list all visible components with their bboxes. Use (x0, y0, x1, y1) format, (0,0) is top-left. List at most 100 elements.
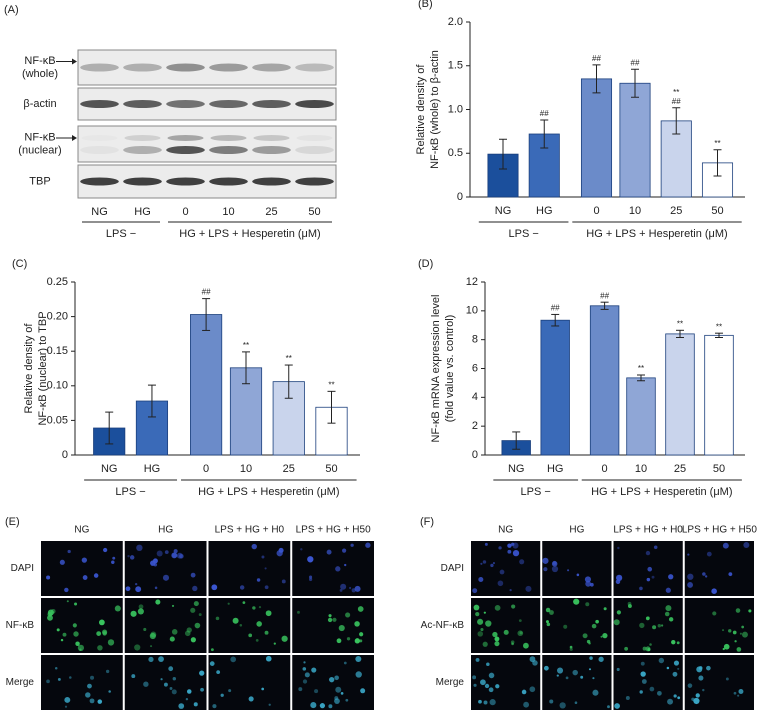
cell (542, 557, 549, 564)
significance-mark: ** (677, 319, 683, 328)
cell (722, 542, 729, 549)
cell (687, 683, 693, 688)
group-label: LPS − (521, 486, 551, 498)
micrograph (542, 541, 612, 596)
cell (687, 553, 690, 556)
cell (511, 604, 516, 609)
cell (595, 619, 599, 624)
cell (349, 586, 352, 590)
blot-band (209, 146, 248, 154)
y-tick-label: 2 (472, 420, 478, 432)
cell (242, 601, 246, 605)
cell (702, 572, 706, 576)
cell (355, 655, 362, 663)
y-tick-label: 2.0 (448, 16, 463, 28)
x-tick-label: 10 (629, 205, 641, 217)
cell (472, 588, 478, 594)
cell (653, 545, 658, 550)
x-tick-label: HG (547, 463, 564, 475)
cell (90, 675, 95, 680)
cell (523, 701, 530, 708)
cell (475, 612, 480, 617)
x-tick-label: 10 (635, 463, 647, 475)
cell (641, 679, 647, 684)
cell (60, 638, 64, 642)
micrograph (684, 541, 754, 596)
cell (646, 577, 651, 582)
micrograph (208, 541, 291, 596)
cell (543, 665, 549, 671)
cell (736, 647, 742, 652)
cell (580, 675, 584, 679)
cell (264, 567, 267, 570)
cell (169, 687, 173, 690)
x-tick-label: 50 (713, 463, 725, 475)
cell (738, 689, 744, 695)
cell (268, 703, 271, 706)
cell (706, 665, 711, 671)
cell (473, 683, 477, 687)
cell (559, 702, 566, 709)
cell (264, 630, 269, 635)
cell (696, 666, 703, 673)
cell (107, 639, 115, 646)
cell (478, 576, 484, 582)
cell (652, 625, 657, 630)
y-tick-label: 0 (472, 449, 478, 461)
cell (589, 656, 593, 660)
cell (733, 691, 737, 695)
cell (209, 661, 215, 666)
cell (343, 661, 347, 665)
cell (625, 696, 630, 700)
cell (569, 645, 573, 649)
cell (158, 656, 164, 663)
cell (138, 604, 144, 610)
blot-band (252, 146, 291, 154)
cell (741, 625, 745, 629)
cell (484, 683, 490, 689)
cell (732, 630, 737, 635)
group-label: LPS − (115, 486, 145, 498)
cell (657, 690, 662, 696)
cell (57, 677, 61, 681)
y-tick-label: 10 (466, 305, 478, 317)
cell (668, 617, 674, 622)
cell (664, 611, 670, 617)
cell (482, 560, 487, 564)
cell (252, 606, 256, 610)
row-label: DAPI (441, 563, 464, 574)
blot-row-label: NF-κB (24, 131, 55, 143)
cell (497, 580, 504, 587)
cell (69, 676, 72, 679)
y-tick-label: 0.10 (47, 380, 68, 392)
cell (87, 683, 92, 689)
cell (704, 575, 708, 578)
cell (169, 636, 175, 642)
cell (485, 620, 492, 627)
cell (573, 598, 580, 605)
cell (657, 624, 662, 628)
blot-strip (77, 87, 337, 121)
cell (677, 667, 680, 670)
blot-band (295, 63, 334, 72)
cell (160, 678, 163, 681)
blot-band (296, 135, 333, 141)
cell (529, 656, 536, 663)
cell (592, 677, 595, 680)
row-label: Merge (436, 677, 465, 688)
cell (129, 555, 135, 560)
y-tick-label: 0 (457, 191, 463, 203)
y-tick-label: 0.20 (47, 311, 68, 323)
cell (748, 609, 752, 613)
micrograph (124, 655, 207, 710)
cell (220, 693, 224, 697)
cell (589, 582, 594, 587)
cell (649, 643, 652, 646)
cell (511, 642, 514, 646)
x-tick-label: 25 (283, 463, 295, 475)
cell (232, 617, 239, 624)
cell (261, 555, 265, 559)
cell (334, 698, 340, 704)
cell (327, 617, 333, 623)
